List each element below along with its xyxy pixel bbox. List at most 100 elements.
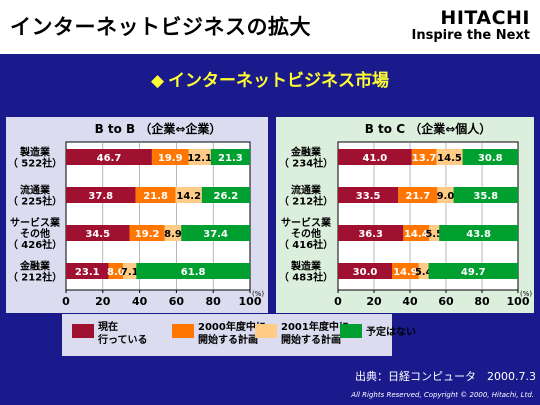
data-label: 14.2 xyxy=(176,191,201,202)
data-label: 19.9 xyxy=(158,153,183,164)
bar-segment-current xyxy=(66,263,109,279)
data-label: 21.3 xyxy=(218,153,243,164)
category-label: （ 426社） xyxy=(8,238,62,251)
bar-segment-plan2000 xyxy=(403,225,430,241)
bar-segment-plan2000 xyxy=(135,187,176,203)
copyright-note: All Rights Reserved, Copyright © 2000, H… xyxy=(351,391,534,399)
legend-swatch-plan2001 xyxy=(255,324,277,338)
data-label: 13.7 xyxy=(412,153,437,164)
bar-segment-none xyxy=(428,263,518,279)
bar-segment-none xyxy=(136,263,250,279)
bar-segment-none xyxy=(462,149,518,165)
bar-segment-none xyxy=(201,187,250,203)
bar-segment-current xyxy=(66,187,136,203)
data-label: 37.8 xyxy=(88,191,113,202)
page-title: インターネットビジネスの拡大 xyxy=(10,15,311,39)
data-label: 5.5 xyxy=(425,229,443,240)
legend-swatch-current xyxy=(72,324,94,338)
bar-segment-current xyxy=(66,149,152,165)
bar-segment-plan2000 xyxy=(129,225,165,241)
data-label: 7.1 xyxy=(121,267,139,278)
bar-segment-current xyxy=(338,149,412,165)
x-tick-label: 0 xyxy=(334,295,342,308)
section-title: ◆ インターネットビジネス市場 xyxy=(0,66,540,91)
data-label: 5.4 xyxy=(415,267,433,278)
data-label: 33.5 xyxy=(356,191,381,202)
data-label: 14.5 xyxy=(437,153,462,164)
header-bar: インターネットビジネスの拡大 HITACHI Inspire the Next xyxy=(0,0,540,54)
brand-tagline: Inspire the Next xyxy=(411,28,530,43)
bar-segment-current xyxy=(338,187,399,203)
data-label: 43.8 xyxy=(466,229,491,240)
bar-segment-plan2001 xyxy=(175,187,202,203)
category-label: サービス業 xyxy=(10,216,61,229)
category-label: （ 212社） xyxy=(279,195,333,208)
data-label: 61.8 xyxy=(181,267,206,278)
chart-1: B to B （企業⇔企業） 0 20 40 60 80 100(%) 製造業（ 522社） 流… xyxy=(6,117,268,313)
legend-label: 開始する計画 xyxy=(281,333,341,346)
x-unit-label: (%) xyxy=(520,290,532,298)
data-label: 46.7 xyxy=(97,153,122,164)
data-label: 49.7 xyxy=(461,267,486,278)
legend-label: 行っている xyxy=(97,333,148,346)
data-label: 37.4 xyxy=(203,229,228,240)
x-tick-label: 80 xyxy=(474,295,490,308)
category-label: 流通業 xyxy=(291,184,322,197)
data-label: 30.8 xyxy=(478,153,503,164)
category-label: （ 234社） xyxy=(279,157,333,170)
category-label: 製造業 xyxy=(19,146,51,159)
x-tick-label: 100 xyxy=(239,295,262,308)
data-label: 35.8 xyxy=(473,191,498,202)
category-label: その他 xyxy=(291,227,321,240)
data-label: 23.1 xyxy=(75,267,100,278)
chart-2: B to C （企業⇔個人） 0 20 40 60 80 100(%) 金融業（ 234社） 流… xyxy=(276,117,534,313)
data-label: 12.1 xyxy=(187,153,212,164)
category-label: その他 xyxy=(20,227,50,240)
x-tick-label: 80 xyxy=(206,295,222,308)
legend-label: 予定はない xyxy=(366,325,416,338)
legend-label: 2001年度中に xyxy=(281,320,349,333)
category-label: 製造業 xyxy=(290,260,322,273)
legend-swatch-none xyxy=(340,324,362,338)
x-tick-label: 40 xyxy=(402,295,418,308)
data-label: 14.4 xyxy=(404,229,429,240)
data-label: 26.2 xyxy=(214,191,239,202)
chart-area: B to B （企業⇔企業）0 20 40 60 80 100(%)製造業（ 522社）流… xyxy=(6,117,534,356)
data-label: 19.2 xyxy=(135,229,160,240)
section-title-text: インターネットビジネス市場 xyxy=(168,71,390,91)
legend-label: 2000年度中に xyxy=(198,320,266,333)
data-label: 21.8 xyxy=(143,191,168,202)
bar-segment-none xyxy=(181,225,250,241)
bar-segment-none xyxy=(453,187,518,203)
category-label: （ 522社） xyxy=(8,157,62,170)
data-label: 30.0 xyxy=(353,267,378,278)
legend-swatch-plan2000 xyxy=(172,324,194,338)
data-label: 21.7 xyxy=(405,191,430,202)
bar-segment-plan2001 xyxy=(436,149,463,165)
category-label: 金融業 xyxy=(19,260,51,273)
data-label: 8.9 xyxy=(164,229,182,240)
category-label: 金融業 xyxy=(290,146,322,159)
x-tick-label: 60 xyxy=(169,295,185,308)
data-label: 9.0 xyxy=(437,191,455,202)
x-tick-label: 40 xyxy=(132,295,148,308)
data-label: 34.5 xyxy=(85,229,110,240)
category-label: （ 212社） xyxy=(8,271,62,284)
data-label: 14.9 xyxy=(393,267,418,278)
x-tick-label: 100 xyxy=(507,295,530,308)
x-tick-label: 20 xyxy=(366,295,382,308)
category-label: （ 416社） xyxy=(279,238,333,251)
source-note: 出典：日経コンピュータ 2000.7.3 xyxy=(355,370,536,383)
bar-segment-none xyxy=(439,225,518,241)
legend-background xyxy=(62,314,392,356)
bar-segment-plan2000 xyxy=(411,149,437,165)
category-label: （ 483社） xyxy=(279,271,333,284)
x-tick-label: 60 xyxy=(438,295,454,308)
bar-segment-plan2001 xyxy=(188,149,211,165)
category-label: （ 225社） xyxy=(8,195,62,208)
diamond-icon: ◆ xyxy=(150,71,165,91)
bar-segment-plan2000 xyxy=(398,187,438,203)
bar-segment-plan2001 xyxy=(164,225,182,241)
bar-segment-none xyxy=(210,149,250,165)
